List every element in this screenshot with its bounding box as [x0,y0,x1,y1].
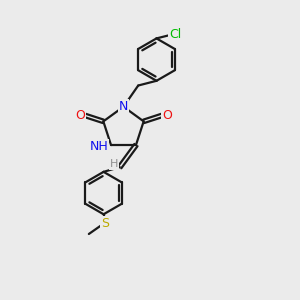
Text: S: S [101,217,109,230]
Text: O: O [162,109,172,122]
Text: O: O [75,109,85,122]
Text: Cl: Cl [169,28,182,41]
Text: N: N [119,100,128,113]
Text: NH: NH [89,140,108,153]
Text: H: H [110,159,118,169]
